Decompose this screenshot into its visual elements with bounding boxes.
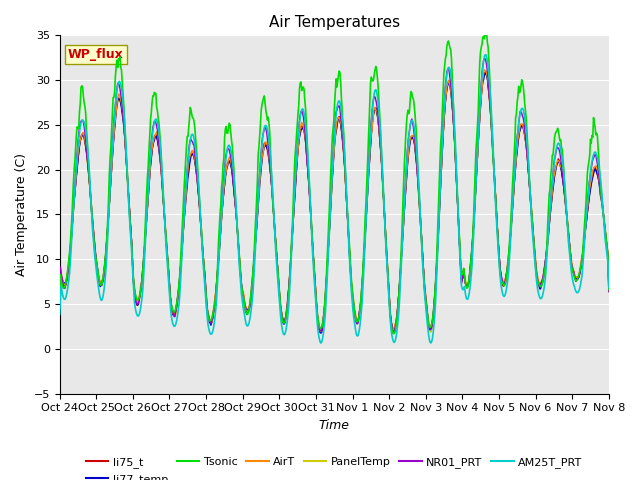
- Tsonic: [605, 287, 612, 292]
- Tsonic: [402, 135, 410, 141]
- Title: Air Temperatures: Air Temperatures: [269, 15, 400, 30]
- Tsonic: [390, 331, 397, 336]
- AirT: [605, 284, 612, 290]
- NR01_PRT: [56, 289, 63, 295]
- NR01_PRT: [390, 329, 397, 335]
- li77_temp: [402, 189, 410, 195]
- PanelTemp: [122, 153, 130, 159]
- Line: NR01_PRT: NR01_PRT: [60, 59, 609, 332]
- Tsonic: [122, 152, 130, 158]
- Line: li77_temp: li77_temp: [60, 72, 609, 333]
- Y-axis label: Air Temperature (C): Air Temperature (C): [15, 153, 28, 276]
- NR01_PRT: [481, 56, 489, 61]
- PanelTemp: [418, 240, 426, 246]
- AM25T_PRT: [605, 285, 612, 290]
- NR01_PRT: [66, 253, 74, 259]
- PanelTemp: [605, 285, 612, 291]
- AirT: [56, 290, 63, 296]
- PanelTemp: [66, 254, 74, 260]
- AirT: [66, 252, 74, 257]
- AirT: [418, 238, 426, 243]
- NR01_PRT: [178, 249, 186, 254]
- AM25T_PRT: [482, 52, 490, 58]
- AirT: [122, 153, 130, 158]
- PanelTemp: [481, 71, 489, 76]
- li75_t: [402, 185, 410, 191]
- li75_t: [418, 238, 426, 243]
- AM25T_PRT: [66, 270, 74, 276]
- li77_temp: [56, 292, 63, 298]
- li77_temp: [122, 155, 130, 160]
- li75_t: [482, 69, 490, 74]
- Line: AirT: AirT: [60, 70, 609, 332]
- Tsonic: [483, 30, 490, 36]
- AirT: [178, 247, 186, 253]
- li75_t: [122, 153, 130, 159]
- AirT: [481, 67, 488, 72]
- PanelTemp: [207, 321, 215, 327]
- Tsonic: [207, 318, 215, 324]
- X-axis label: Time: Time: [319, 419, 349, 432]
- AM25T_PRT: [317, 340, 324, 346]
- PanelTemp: [56, 291, 63, 297]
- Line: li75_t: li75_t: [60, 72, 609, 334]
- li75_t: [66, 255, 74, 261]
- NR01_PRT: [418, 238, 426, 244]
- Tsonic: [56, 294, 63, 300]
- NR01_PRT: [605, 289, 612, 295]
- PanelTemp: [402, 185, 410, 191]
- Tsonic: [418, 240, 426, 246]
- li75_t: [390, 331, 397, 336]
- AM25T_PRT: [178, 254, 186, 260]
- NR01_PRT: [207, 320, 215, 326]
- li77_temp: [207, 323, 215, 328]
- AM25T_PRT: [122, 144, 130, 149]
- Tsonic: [178, 231, 186, 237]
- li75_t: [207, 321, 215, 327]
- AirT: [402, 185, 410, 191]
- li77_temp: [482, 70, 490, 75]
- AM25T_PRT: [56, 312, 63, 317]
- li77_temp: [418, 238, 426, 244]
- AM25T_PRT: [418, 242, 426, 248]
- PanelTemp: [178, 245, 186, 251]
- Text: WP_flux: WP_flux: [68, 48, 124, 61]
- AM25T_PRT: [402, 178, 410, 183]
- li77_temp: [317, 330, 324, 336]
- Line: Tsonic: Tsonic: [60, 33, 609, 334]
- NR01_PRT: [402, 176, 410, 181]
- li77_temp: [178, 248, 186, 254]
- Line: PanelTemp: PanelTemp: [60, 73, 609, 333]
- li75_t: [605, 285, 612, 291]
- PanelTemp: [390, 330, 398, 336]
- li75_t: [178, 247, 186, 253]
- AM25T_PRT: [207, 331, 215, 337]
- AirT: [207, 319, 215, 325]
- Line: AM25T_PRT: AM25T_PRT: [60, 55, 609, 343]
- li77_temp: [605, 283, 612, 289]
- li77_temp: [66, 255, 74, 261]
- Tsonic: [66, 250, 74, 255]
- AirT: [317, 329, 324, 335]
- li75_t: [56, 292, 63, 298]
- Legend: li75_t, li77_temp, Tsonic, AirT, PanelTemp, NR01_PRT, AM25T_PRT: li75_t, li77_temp, Tsonic, AirT, PanelTe…: [82, 453, 587, 480]
- NR01_PRT: [122, 154, 130, 160]
